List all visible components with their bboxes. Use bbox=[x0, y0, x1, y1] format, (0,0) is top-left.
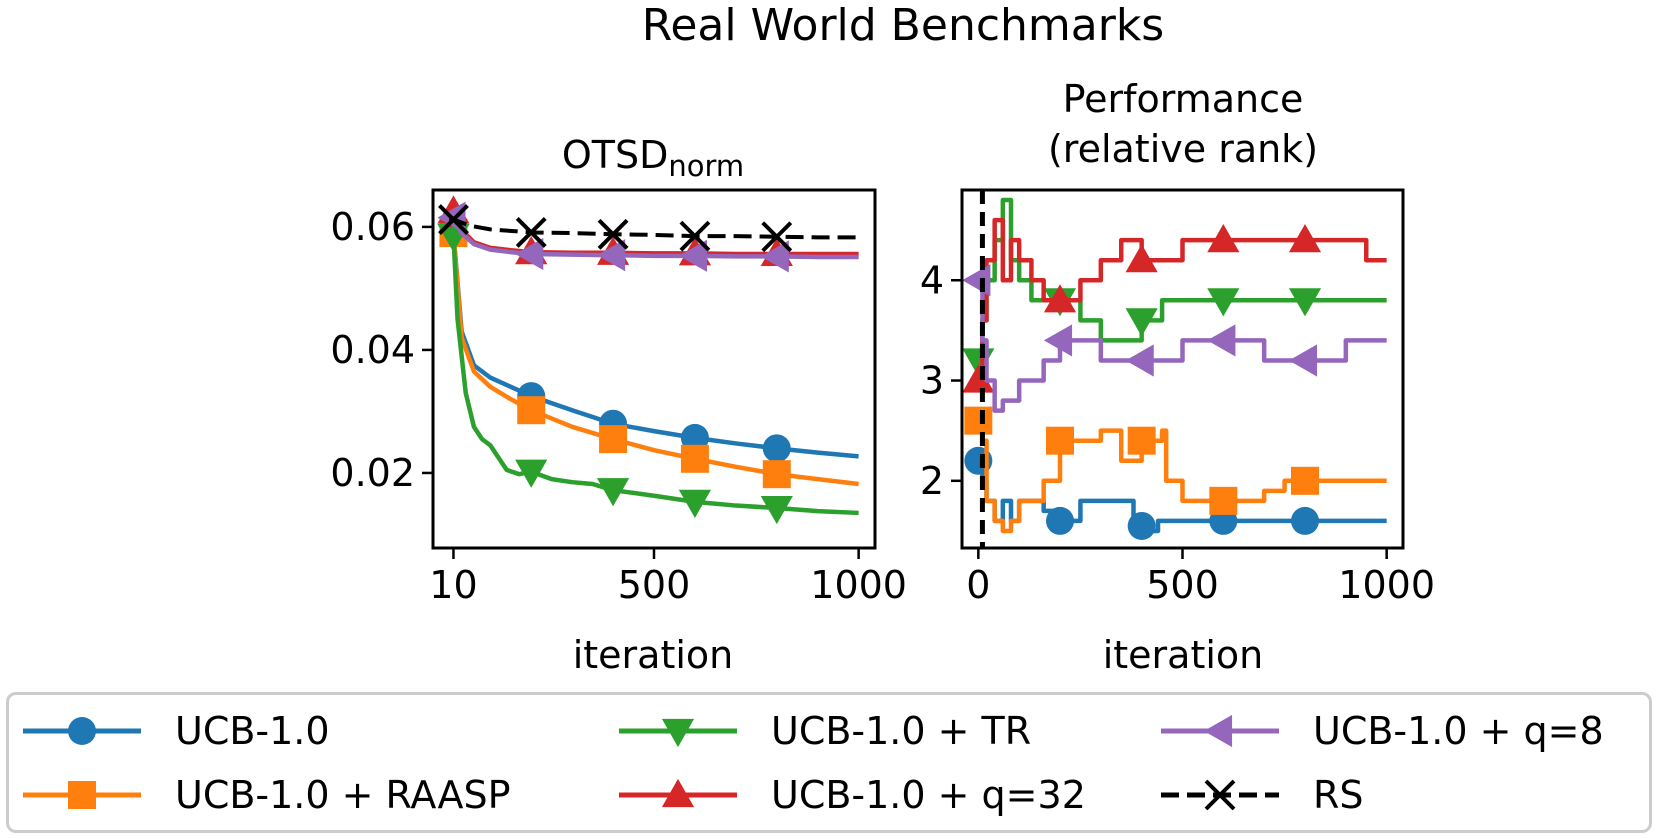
performance-xlabel: iteration bbox=[1103, 633, 1264, 677]
legend-marker-rs bbox=[1204, 779, 1236, 811]
legend-marker-q32 bbox=[661, 778, 695, 808]
otsd-xtick-label-2: 1000 bbox=[810, 563, 907, 607]
legend-swatch-raasp bbox=[23, 781, 141, 809]
legend-label-rs: RS bbox=[1313, 773, 1364, 817]
legend-item-ucb: UCB-1.0 bbox=[17, 701, 330, 761]
otsd-ytick-label-2: 0.06 bbox=[330, 205, 415, 249]
otsd-marker-rs-1 bbox=[515, 217, 547, 248]
otsd-line-raasp bbox=[447, 225, 859, 487]
legend-label-ucb: UCB-1.0 bbox=[175, 709, 330, 753]
otsd-xlabel: iteration bbox=[573, 633, 734, 677]
legend-item-rs: RS bbox=[1155, 765, 1364, 825]
legend-swatch-rs bbox=[1161, 779, 1279, 811]
performance-marker-q32-0 bbox=[962, 364, 995, 393]
legend-swatch-ucb bbox=[23, 717, 141, 745]
performance-marker-raasp-0 bbox=[964, 406, 993, 435]
panel-performance: Performance (relative rank) 0 500 1000234 … bbox=[920, 77, 1435, 677]
otsd-marker-q8-3 bbox=[678, 239, 708, 272]
otsd-marker-q8-1 bbox=[515, 237, 544, 271]
legend-marker-ucb bbox=[68, 717, 96, 745]
legend-swatch-tr bbox=[619, 718, 737, 748]
otsd-plot-area bbox=[437, 195, 859, 525]
legend-swatch-q32 bbox=[619, 778, 737, 808]
performance-marker-q32-3 bbox=[1207, 224, 1240, 253]
legend-marker-tr bbox=[661, 718, 695, 748]
performance-title-line1: Performance bbox=[1063, 77, 1304, 121]
legend-swatch-q8 bbox=[1161, 714, 1279, 748]
otsd-marker-tr-2 bbox=[596, 478, 630, 507]
performance-marker-q8-0 bbox=[962, 264, 991, 297]
performance-marker-q8-3 bbox=[1207, 324, 1236, 357]
otsd-marker-tr-1 bbox=[515, 459, 548, 488]
legend-item-q32: UCB-1.0 + q=32 bbox=[613, 765, 1086, 825]
otsd-xtick-label-1: 500 bbox=[618, 563, 691, 607]
legend-marker-q8 bbox=[1203, 714, 1233, 748]
legend-item-q8: UCB-1.0 + q=8 bbox=[1155, 701, 1604, 761]
performance-marker-tr-4 bbox=[1288, 288, 1322, 317]
performance-line-raasp bbox=[978, 418, 1387, 534]
performance-marker-raasp-4 bbox=[1291, 466, 1319, 495]
performance-marker-q32-4 bbox=[1288, 224, 1322, 253]
otsd-line-ucb bbox=[447, 225, 859, 459]
otsd-marker-rs-3 bbox=[679, 220, 711, 252]
performance-ytick-label-1: 3 bbox=[920, 359, 944, 403]
performance-xtick-label-2: 1000 bbox=[1338, 563, 1435, 607]
performance-line-q8 bbox=[978, 278, 1387, 413]
legend-label-raasp: UCB-1.0 + RAASP bbox=[175, 773, 511, 817]
otsd-marker-q8-2 bbox=[596, 239, 626, 272]
performance-xtick-label-0: 0 bbox=[966, 563, 990, 607]
otsd-xtick-label-0: 10 bbox=[429, 563, 477, 607]
otsd-line-rs bbox=[448, 217, 859, 240]
performance-marker-raasp-1 bbox=[1046, 426, 1074, 455]
performance-marker-raasp-3 bbox=[1209, 486, 1238, 515]
performance-marker-ucb-2 bbox=[1127, 511, 1156, 540]
legend-label-tr: UCB-1.0 + TR bbox=[771, 709, 1032, 753]
panel-otsd: OTSDnorm 10 500 1000 0.02 0.04 0.06 iteration bbox=[330, 133, 907, 677]
otsd-marker-raasp-1 bbox=[517, 396, 546, 425]
figure-title: Real World Benchmarks bbox=[642, 0, 1164, 51]
otsd-marker-raasp-3 bbox=[680, 444, 709, 473]
otsd-marker-q8-4 bbox=[760, 240, 789, 273]
performance-marker-tr-2 bbox=[1125, 308, 1158, 337]
legend-marker-raasp bbox=[68, 781, 96, 809]
otsd-marker-tr-3 bbox=[678, 489, 712, 518]
figure-canvas: Real World Benchmarks OTSDnorm 10 500 1000… bbox=[330, 0, 1435, 677]
legend-label-q8: UCB-1.0 + q=8 bbox=[1313, 709, 1604, 753]
performance-xtick-label-1: 500 bbox=[1146, 563, 1219, 607]
otsd-title: OTSDnorm bbox=[562, 133, 744, 183]
otsd-ytick-label-0: 0.02 bbox=[330, 451, 415, 495]
otsd-line-tr bbox=[447, 225, 859, 516]
performance-marker-q8-2 bbox=[1125, 344, 1154, 377]
performance-ytick-label-0: 2 bbox=[920, 459, 944, 503]
otsd-marker-raasp-2 bbox=[599, 425, 628, 454]
performance-ticks: 0 500 1000 2 3 4 bbox=[920, 258, 1435, 607]
performance-marker-q32-2 bbox=[1125, 244, 1158, 273]
otsd-marker-ucb-4 bbox=[762, 434, 791, 463]
legend: UCB-1.0 UCB-1.0 + RAASP UCB-1.0 + TR UCB… bbox=[6, 692, 1652, 833]
performance-title-line2: (relative rank) bbox=[1048, 127, 1318, 171]
performance-marker-q32-1 bbox=[1043, 284, 1077, 313]
performance-marker-ucb-4 bbox=[1291, 506, 1319, 535]
performance-plot-area bbox=[962, 190, 1387, 548]
performance-marker-q8-1 bbox=[1043, 324, 1073, 357]
otsd-marker-rs-4 bbox=[761, 221, 793, 253]
performance-marker-ucb-1 bbox=[1046, 506, 1074, 535]
otsd-marker-rs-0 bbox=[438, 204, 469, 235]
performance-marker-q8-4 bbox=[1288, 344, 1318, 377]
legend-item-tr: UCB-1.0 + TR bbox=[613, 701, 1031, 761]
otsd-ticks: 10 500 1000 0.02 0.04 0.06 bbox=[330, 205, 907, 607]
otsd-ytick-label-1: 0.04 bbox=[330, 328, 415, 372]
legend-label-q32: UCB-1.0 + q=32 bbox=[771, 773, 1086, 817]
performance-ytick-label-2: 4 bbox=[920, 258, 944, 302]
performance-marker-tr-3 bbox=[1207, 288, 1240, 317]
otsd-marker-rs-2 bbox=[597, 218, 629, 250]
performance-marker-raasp-2 bbox=[1127, 426, 1156, 455]
otsd-marker-raasp-4 bbox=[762, 460, 791, 489]
legend-item-raasp: UCB-1.0 + RAASP bbox=[17, 765, 511, 825]
otsd-marker-tr-4 bbox=[760, 495, 793, 525]
